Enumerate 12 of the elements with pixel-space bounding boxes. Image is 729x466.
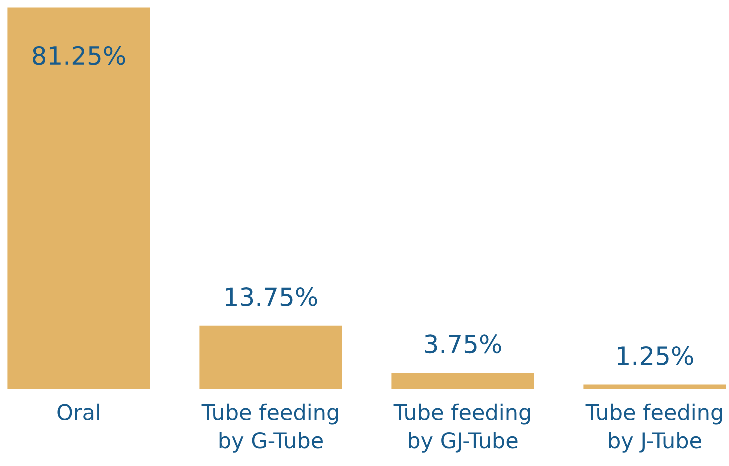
x-tick-label: Tube feeding by GJ-Tube [394,404,530,453]
bar [582,383,727,390]
bar [7,7,152,390]
data-label: 81.25% [33,46,126,66]
bar [198,324,344,390]
data-label: 13.75% [226,288,318,306]
bar [390,372,536,390]
x-tick-label: Oral [58,404,100,421]
data-label: 1.25% [618,346,694,366]
x-tick-label: Tube feeding by J-Tube [586,404,722,453]
data-label: 3.75% [425,334,502,354]
x-tick-label: Tube feeding by G-Tube [202,404,338,453]
